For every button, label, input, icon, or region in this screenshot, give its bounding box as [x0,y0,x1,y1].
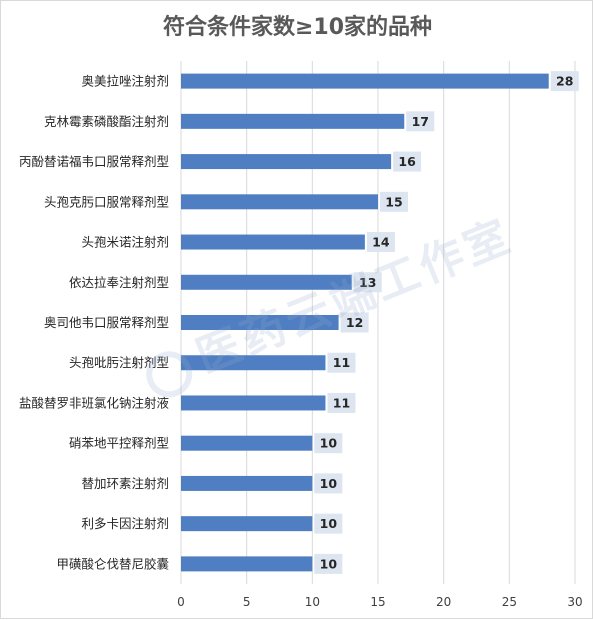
bar [181,395,326,411]
data-label: 10 [320,436,338,451]
data-label: 10 [320,516,338,531]
data-label: 10 [320,556,338,571]
bar [181,234,365,250]
bar [181,516,313,532]
data-label-box [380,191,408,212]
category-label: 丙酚替诺福韦口服常释剂型 [19,154,169,169]
data-label-box [314,513,343,534]
x-tick-label: 30 [567,595,582,609]
data-label-box [406,111,435,132]
bar [181,154,392,170]
data-label-box [314,553,343,574]
data-label-box [393,151,422,172]
data-label: 11 [333,395,350,410]
bar [181,355,326,371]
category-label: 头孢吡肟注射剂型 [69,355,169,370]
data-label: 12 [346,315,363,330]
data-label-box [314,433,343,454]
data-label-box [327,352,356,373]
bar [181,475,313,491]
category-label: 头孢米诺注射剂 [81,235,169,250]
bar [181,73,549,89]
x-tick-label: 25 [502,595,517,609]
bar [181,113,405,129]
bar [181,556,313,572]
data-label-box [340,312,369,333]
category-label: 硝苯地平控释剂型 [69,436,169,451]
chart-title: 符合条件家数≥10家的品种 [162,15,433,40]
data-label-box [366,232,395,253]
category-label: 盐酸替罗非班氯化钠注射液 [19,395,170,410]
category-label: 依达拉奉注射剂型 [69,275,169,290]
bar [181,435,313,451]
data-label-box [327,392,356,413]
category-label: 替加环素注射剂 [81,476,169,491]
data-label: 14 [372,235,390,250]
x-tick-label: 10 [305,595,320,609]
data-label: 28 [556,74,573,89]
data-label: 13 [359,275,376,290]
category-label: 克林霉素磷酸酯注射剂 [44,114,169,129]
bar [181,315,339,330]
data-label: 11 [333,355,350,370]
x-tick-label: 20 [436,595,451,609]
data-label: 15 [385,194,402,209]
x-tick-label: 0 [177,595,185,609]
data-label-box [550,71,579,92]
data-label: 10 [320,476,338,491]
data-label-box [353,272,382,293]
data-label: 17 [412,114,429,129]
category-label: 头孢克肟口服常释剂型 [44,194,169,209]
data-label-box [314,473,343,494]
category-label: 利多卡因注射剂 [81,516,169,531]
x-tick-label: 5 [243,595,251,609]
data-label: 16 [398,154,416,169]
bar [181,274,352,290]
category-label: 甲磺酸仑伐替尼胶囊 [56,556,169,571]
bar [181,194,378,210]
x-tick-label: 15 [370,595,385,609]
category-label: 奥司他韦口服常释剂型 [44,315,169,330]
category-label: 奥美拉唑注射剂 [81,74,169,89]
